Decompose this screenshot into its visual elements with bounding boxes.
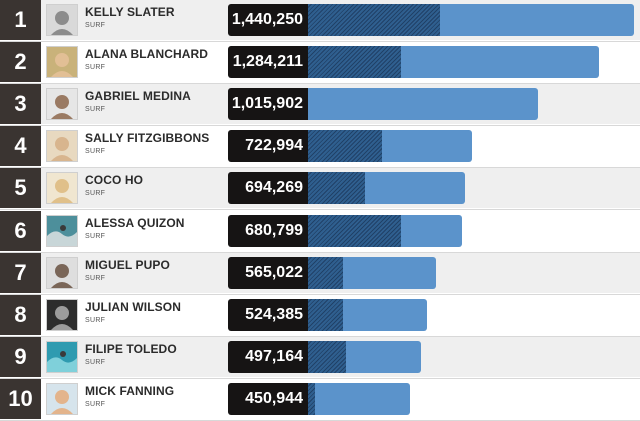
surf-action-photo-icon [46,215,78,247]
value-label: 680,799 [228,215,308,247]
value-label: 450,944 [228,383,308,415]
chart-row: 4 SALLY FITZGIBBONS SURF 722,994 [0,126,640,166]
chart-row: 2 ALANA BLANCHARD SURF 1,284,211 [0,42,640,82]
value-label: 524,385 [228,299,308,331]
row-divider [0,294,640,295]
chart-row: 5 COCO HO SURF 694,269 [0,168,640,208]
athlete-name: ALANA BLANCHARD [85,47,209,61]
sport-label: SURF [85,148,106,155]
value-bar-hatched-segment [308,4,440,36]
value-bar-hatched-segment [308,46,401,78]
value-label: 1,015,902 [228,88,308,120]
athlete-name: KELLY SLATER [85,5,175,19]
value-bar [308,383,410,415]
row-divider [0,41,640,42]
chart-row: 1 KELLY SLATER SURF 1,440,250 [0,0,640,40]
sport-label: SURF [85,401,106,408]
value-bar [308,172,465,204]
rank-label: 7 [0,253,41,293]
rank-label: 10 [0,379,41,419]
value-bar [308,4,634,36]
chart-row: 6 ALESSA QUIZON SURF 680,799 [0,211,640,251]
athlete-name: COCO HO [85,173,144,187]
person-photo-blonde-icon [46,46,78,78]
chart-row: 10 MICK FANNING SURF 450,944 [0,379,640,419]
person-photo-dark-icon [46,257,78,289]
person-photo-blonde-icon [46,172,78,204]
value-bar-hatched-segment [308,215,401,247]
sport-label: SURF [85,317,106,324]
value-label: 722,994 [228,130,308,162]
rank-label: 6 [0,211,41,251]
value-bar-hatched-segment [308,299,343,331]
row-divider [0,83,640,84]
athlete-name: SALLY FITZGIBBONS [85,131,210,145]
chart-row: 3 GABRIEL MEDINA SURF 1,015,902 [0,84,640,124]
person-photo-bw-icon [46,299,78,331]
row-divider [0,336,640,337]
value-bar [308,88,538,120]
value-bar [308,341,421,373]
sport-label: SURF [85,275,106,282]
value-bar-hatched-segment [308,383,315,415]
sport-label: SURF [85,190,106,197]
value-bar-hatched-segment [308,257,343,289]
row-divider [0,209,640,210]
chart-row: 7 MIGUEL PUPO SURF 565,022 [0,253,640,293]
athlete-name: JULIAN WILSON [85,300,181,314]
chart-row: 9 FILIPE TOLEDO SURF 497,164 [0,337,640,377]
rank-label: 9 [0,337,41,377]
rank-label: 5 [0,168,41,208]
row-divider [0,252,640,253]
value-label: 1,284,211 [228,46,308,78]
value-bar-hatched-segment [308,130,382,162]
value-label: 565,022 [228,257,308,289]
person-photo-dark-icon [46,88,78,120]
person-photo-blonde-icon [46,383,78,415]
value-bar [308,215,462,247]
sport-label: SURF [85,22,106,29]
row-divider [0,167,640,168]
value-label: 497,164 [228,341,308,373]
athlete-name: MICK FANNING [85,384,175,398]
person-photo-blonde-icon [46,130,78,162]
sport-label: SURF [85,359,106,366]
value-bar-hatched-segment [308,341,346,373]
athlete-name: FILIPE TOLEDO [85,342,177,356]
value-label: 694,269 [228,172,308,204]
sport-label: SURF [85,64,106,71]
sport-label: SURF [85,233,106,240]
row-divider [0,125,640,126]
rank-label: 8 [0,295,41,335]
value-bar [308,46,599,78]
rank-label: 1 [0,0,41,40]
rank-label: 4 [0,126,41,166]
row-divider [0,378,640,379]
athlete-name: ALESSA QUIZON [85,216,185,230]
value-bar [308,299,427,331]
value-label: 1,440,250 [228,4,308,36]
rank-label: 2 [0,42,41,82]
value-bar [308,130,472,162]
surf-action-photo-icon [46,341,78,373]
value-bar-hatched-segment [308,172,365,204]
sport-label: SURF [85,106,106,113]
athlete-name: GABRIEL MEDINA [85,89,191,103]
value-bar [308,257,436,289]
rank-label: 3 [0,84,41,124]
chart-row: 8 JULIAN WILSON SURF 524,385 [0,295,640,335]
athlete-name: MIGUEL PUPO [85,258,170,272]
person-photo-grey-icon [46,4,78,36]
